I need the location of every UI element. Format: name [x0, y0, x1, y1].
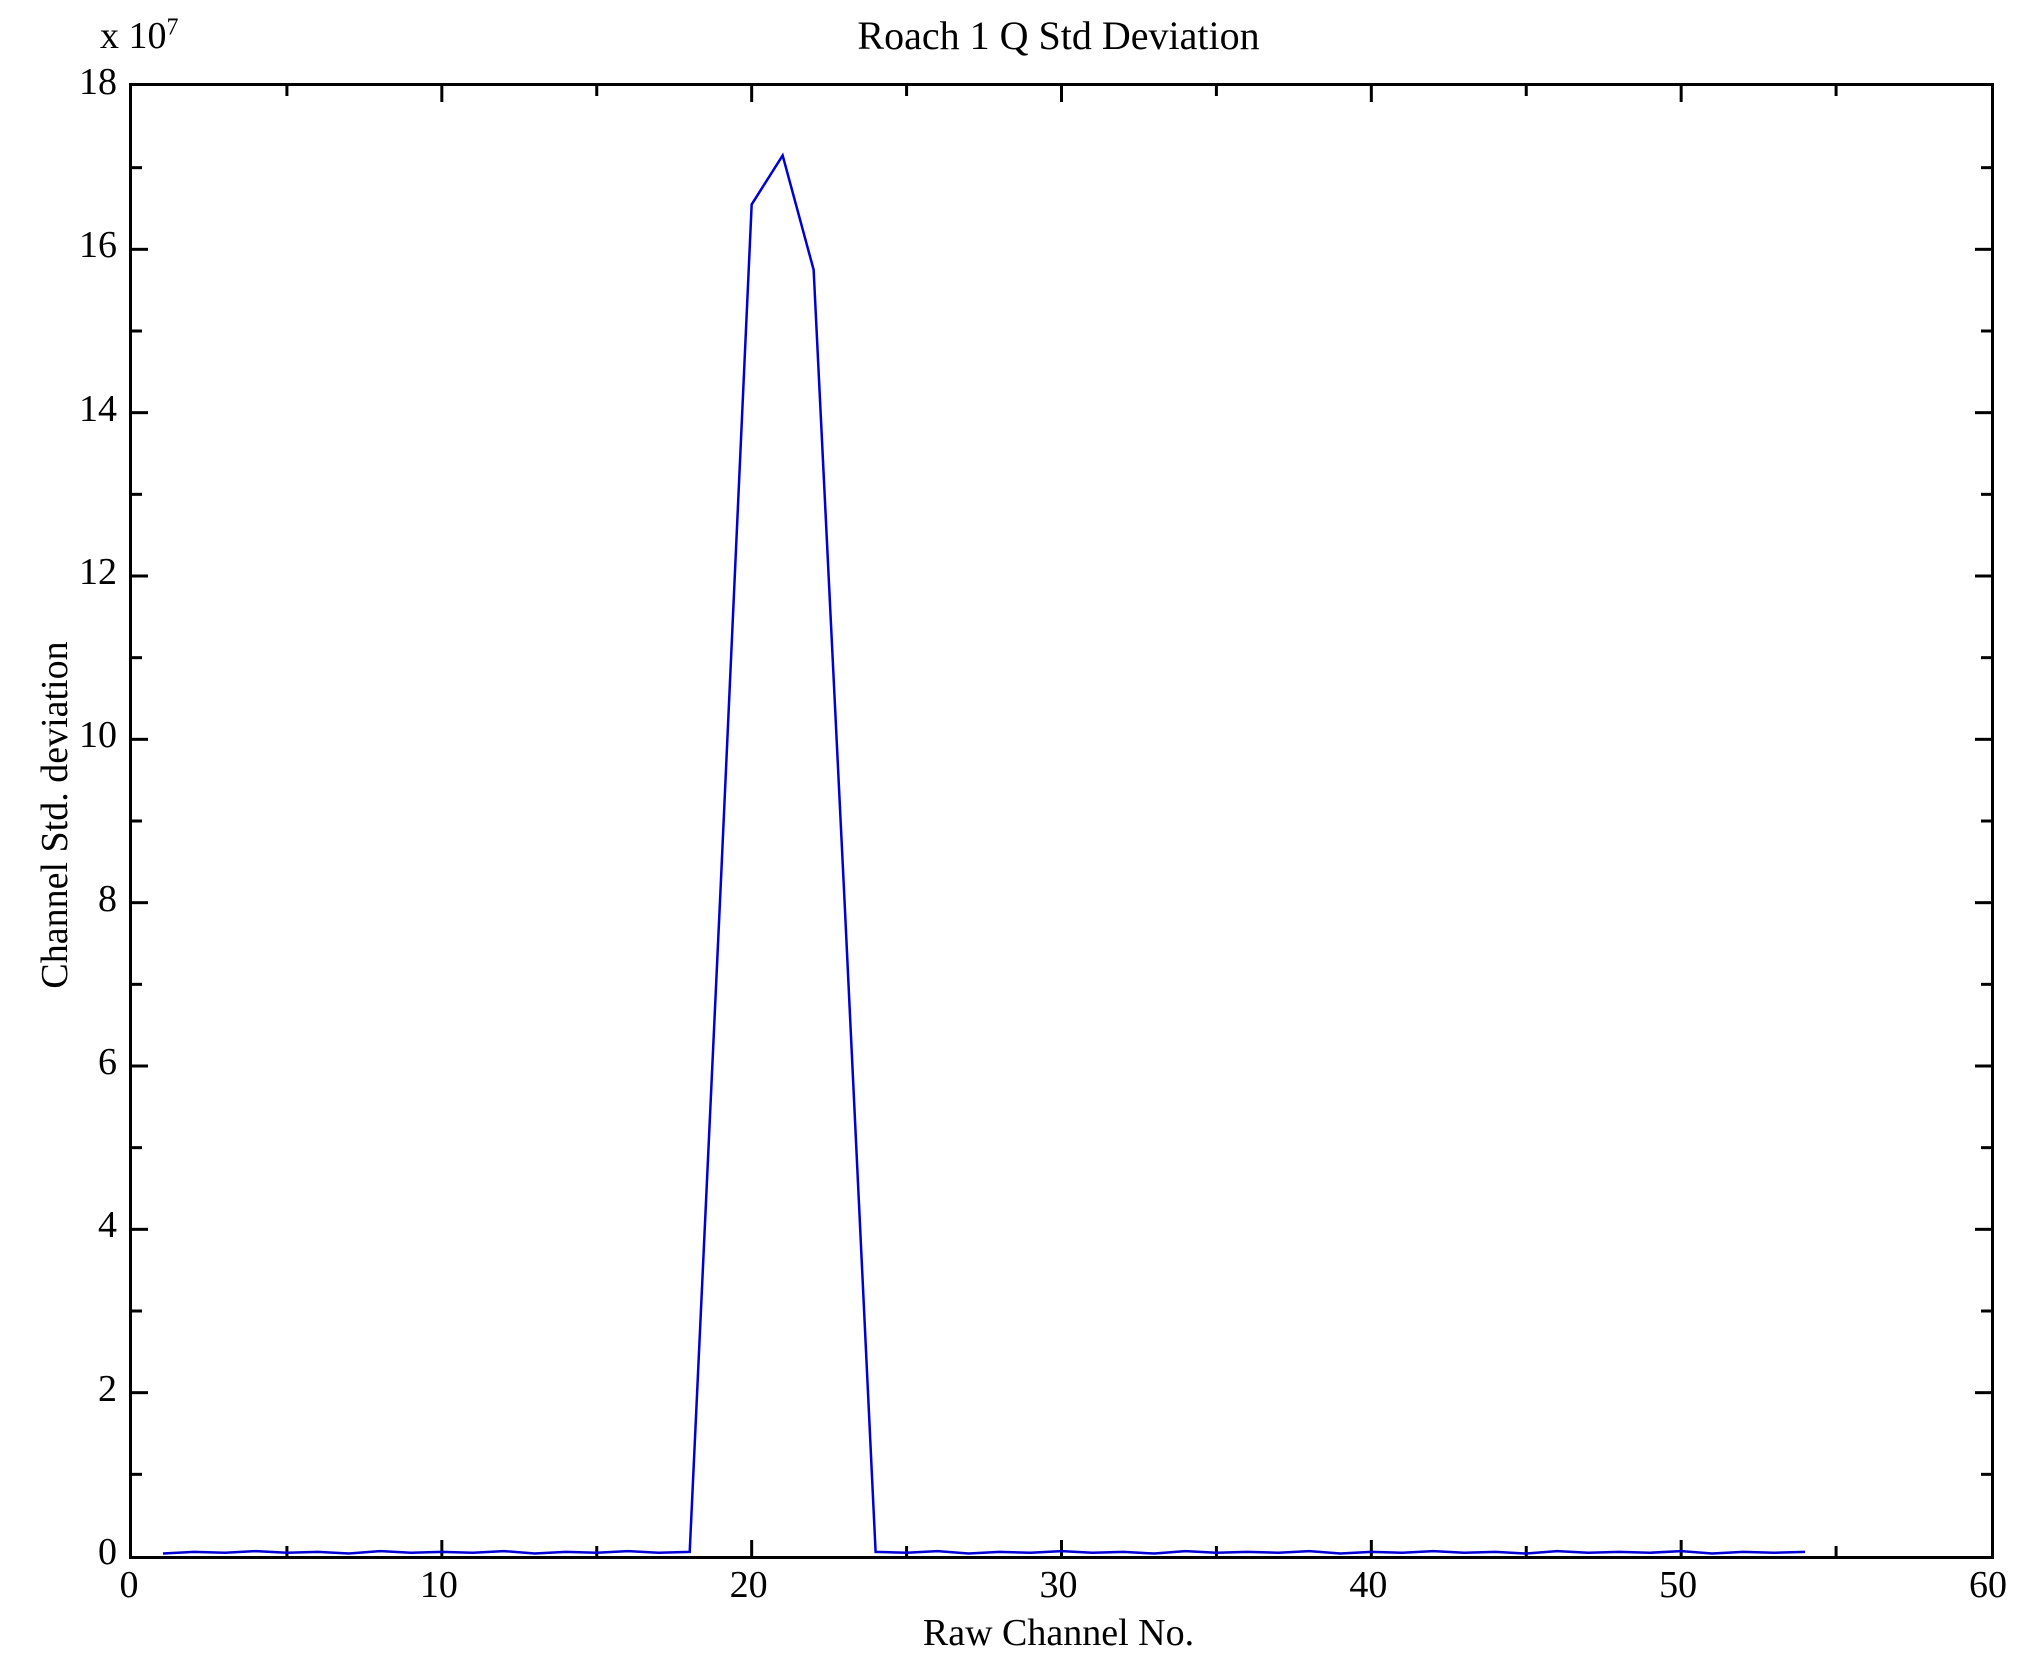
y-axis-exponent-power: 7 [166, 14, 179, 41]
y-axis-tick-label: 18 [79, 61, 117, 103]
x-axis-tick-label: 30 [1039, 1564, 1078, 1606]
y-axis-exponent-mantissa: x 10 [100, 15, 167, 57]
y-axis-tick-label: 14 [79, 387, 117, 430]
x-axis-tick-label: 40 [1349, 1564, 1388, 1606]
x-axis-title: Raw Channel No. [922, 1612, 1195, 1654]
axis-tick-marks [132, 86, 1991, 1556]
y-axis-tick-label: 6 [98, 1041, 117, 1083]
y-axis-title: Channel Std. deviation [34, 641, 76, 989]
y-axis-tick-label: 4 [98, 1204, 117, 1247]
x-axis-tick-label: 10 [419, 1564, 458, 1606]
y-axis-tick-label: 16 [79, 224, 117, 267]
y-axis-tick-label: 10 [79, 714, 117, 757]
page-title: Roach 1 Q Std Deviation [857, 13, 1260, 58]
y-axis-exponent-label: x 107 [100, 14, 179, 57]
plot-area [129, 83, 1994, 1559]
plot-svg [132, 86, 1991, 1556]
y-axis-tick-label: 2 [98, 1367, 117, 1410]
data-series-line [162, 152, 1806, 1555]
x-axis-tick-label: 50 [1659, 1564, 1698, 1606]
y-axis-tick-label: 0 [98, 1531, 117, 1573]
y-axis-tick-label: 8 [98, 877, 117, 920]
x-axis-tick-label: 20 [729, 1564, 768, 1606]
y-axis-tick-label: 12 [79, 551, 117, 593]
x-axis-tick-label: 60 [1969, 1564, 2007, 1606]
x-axis-tick-label: 0 [119, 1564, 139, 1606]
